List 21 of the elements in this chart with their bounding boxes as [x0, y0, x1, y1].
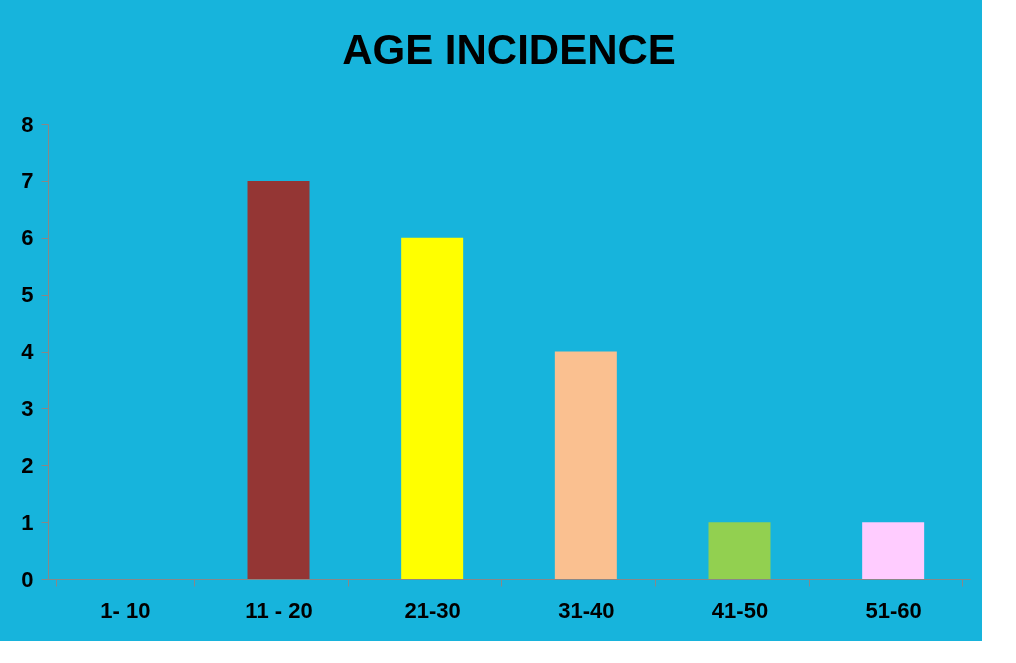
y-tick-label: 1: [21, 509, 34, 535]
y-tick-label: 7: [21, 168, 34, 194]
bar: [247, 180, 310, 579]
y-tick-label: 4: [21, 339, 35, 364]
x-tick-label: 51-60: [865, 597, 922, 623]
x-tick-label: 21-30: [404, 597, 461, 623]
bar: [401, 237, 464, 579]
y-tick-label: 8: [21, 111, 34, 137]
x-tick-label: 1- 10: [100, 597, 151, 623]
bar: [862, 522, 925, 579]
y-tick-label: 2: [21, 452, 34, 478]
bar: [554, 351, 617, 579]
chart-title: AGE INCIDENCE: [342, 26, 676, 73]
y-tick-label: 6: [21, 225, 34, 251]
x-tick-label: 11 - 20: [245, 597, 313, 623]
y-tick-label: 0: [21, 566, 34, 592]
bar: [708, 522, 771, 579]
x-tick-label: 31-40: [558, 597, 615, 623]
x-tick-label: 41-50: [711, 597, 769, 623]
y-tick-label: 3: [21, 395, 34, 421]
y-tick-label: 5: [21, 282, 34, 308]
